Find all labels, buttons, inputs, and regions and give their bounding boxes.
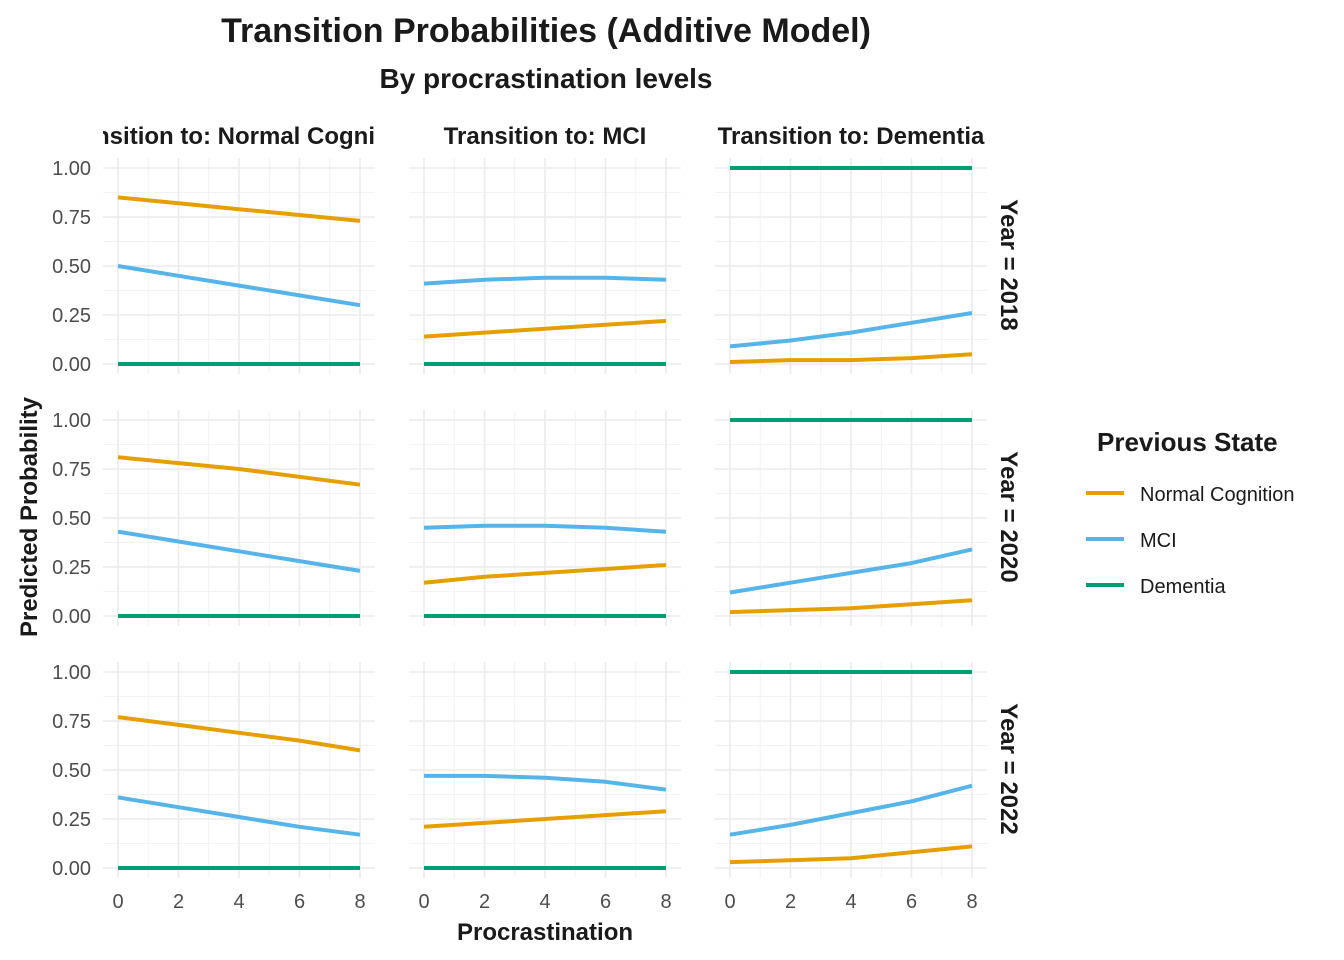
legend-label-mci: MCI	[1140, 530, 1177, 552]
y-tick-label: 0.00	[52, 606, 91, 628]
legend-label-normal-cognition: Normal Cognition	[1140, 484, 1295, 506]
y-tick-label: 0.75	[52, 459, 91, 481]
series-line-normal-cognition	[729, 352, 973, 364]
x-tick-label: 8	[354, 891, 365, 913]
series-line-mci	[423, 523, 667, 534]
x-tick-label: 8	[966, 891, 977, 913]
series-line-normal-cognition	[423, 563, 667, 585]
series-line-normal-cognition	[729, 844, 973, 865]
series-line-normal-cognition	[423, 318, 667, 339]
series-line-normal-cognition	[117, 715, 361, 753]
column-strips: Transition to: Normal Cognition Transiti…	[59, 123, 985, 150]
strip-row-2018: Year = 2018	[995, 199, 1022, 330]
x-axis-title: Procrastination	[457, 919, 633, 946]
x-tick-label: 0	[724, 891, 735, 913]
x-tick-label: 6	[294, 891, 305, 913]
series-line-mci	[423, 275, 667, 286]
legend-items: Normal Cognition MCI Dementia	[1086, 484, 1295, 598]
y-tick-label: 0.25	[52, 305, 91, 327]
legend-label-dementia: Dementia	[1140, 576, 1226, 598]
panel-r1-c1	[409, 410, 681, 626]
row-strips: Year = 2018 Year = 2020 Year = 2022	[995, 199, 1022, 834]
panel-r2-c2	[715, 662, 987, 878]
series-line-normal-cognition	[117, 455, 361, 487]
x-tick-label: 2	[785, 891, 796, 913]
y-tick-label: 0.50	[52, 760, 91, 782]
series-line-normal-cognition	[117, 195, 361, 223]
x-tick-label: 0	[418, 891, 429, 913]
panel-r0-c2	[715, 158, 987, 374]
y-tick-label: 0.50	[52, 508, 91, 530]
panel-r1-c2	[715, 410, 987, 626]
strip-col-normal-cognition: Transition to: Normal Cognition	[59, 123, 419, 150]
legend: Previous State Normal Cognition MCI Dement…	[1086, 427, 1295, 598]
y-tick-label: 0.50	[52, 256, 91, 278]
y-tick-label: 1.00	[52, 410, 91, 432]
series-line-mci	[117, 529, 361, 573]
x-tick-label: 4	[233, 891, 244, 913]
x-tick-label: 2	[479, 891, 490, 913]
panel-r0-c1	[409, 158, 681, 374]
y-tick-label: 1.00	[52, 662, 91, 684]
y-tick-label: 1.00	[52, 158, 91, 180]
y-tick-label: 0.00	[52, 354, 91, 376]
strip-col-mci: Transition to: MCI	[444, 123, 647, 150]
x-tick-labels: 0 0 0 2 2 2 4 4 4 6 6 6 8 8 8	[112, 891, 977, 913]
x-tick-label: 0	[112, 891, 123, 913]
series-line-mci	[729, 547, 973, 595]
x-tick-label: 6	[906, 891, 917, 913]
y-tick-label: 0.75	[52, 711, 91, 733]
x-tick-label: 2	[173, 891, 184, 913]
legend-item-normal-cognition: Normal Cognition	[1086, 484, 1295, 506]
panel-r0-c0	[103, 158, 375, 374]
x-tick-label: 8	[660, 891, 671, 913]
y-tick-label: 0.00	[52, 858, 91, 880]
panel-r2-c0	[103, 662, 375, 878]
series-line-mci	[729, 311, 973, 349]
chart-subtitle: By procrastination levels	[379, 63, 712, 94]
y-tick-label: 0.25	[52, 557, 91, 579]
series-line-normal-cognition	[729, 598, 973, 615]
panel-r2-c1	[409, 662, 681, 878]
series-line-mci	[729, 783, 973, 837]
y-axis-title: Predicted Probability	[16, 396, 43, 637]
x-tick-label: 6	[600, 891, 611, 913]
y-tick-labels: 0.00 0.00 0.00 0.25 0.25 0.25 0.50 0.50 0.50 0.75…	[52, 158, 91, 880]
strip-row-2020: Year = 2020	[995, 451, 1022, 582]
y-tick-label: 0.25	[52, 809, 91, 831]
series-line-normal-cognition	[423, 809, 667, 829]
legend-title: Previous State	[1097, 427, 1278, 457]
panel-r1-c0	[103, 410, 375, 626]
series-line-mci	[117, 264, 361, 308]
legend-item-dementia: Dementia	[1086, 576, 1226, 598]
series-line-mci	[117, 795, 361, 837]
chart-title: Transition Probabilities (Additive Model…	[221, 12, 871, 50]
series-line-mci	[424, 773, 667, 792]
legend-item-mci: MCI	[1086, 530, 1177, 552]
strip-col-dementia: Transition to: Dementia	[718, 123, 985, 150]
strip-row-2022: Year = 2022	[995, 703, 1022, 834]
panels-area	[103, 158, 987, 878]
x-tick-label: 4	[845, 891, 856, 913]
x-tick-label: 4	[539, 891, 550, 913]
y-tick-label: 0.75	[52, 207, 91, 229]
